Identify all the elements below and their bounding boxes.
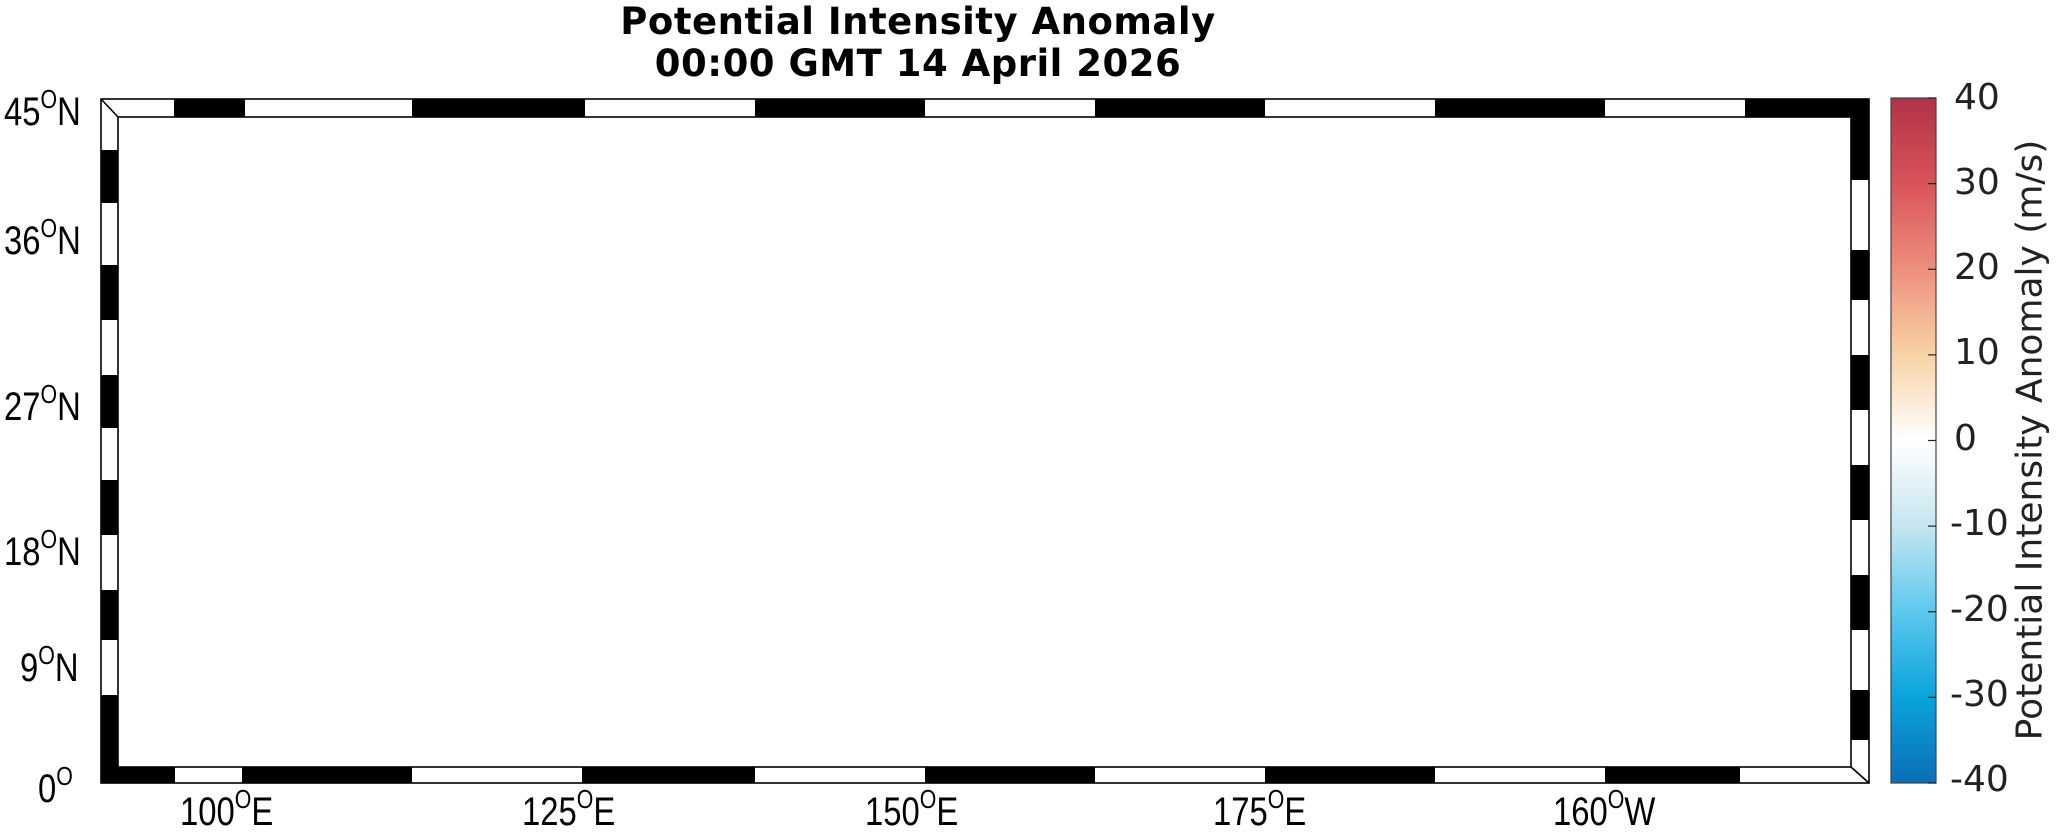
y-tick-label: 36ON <box>4 213 81 263</box>
frame-band <box>1605 767 1740 783</box>
x-tick-label: 100OE <box>180 784 274 834</box>
frame-band <box>101 695 118 767</box>
colorbar-tick-label: 30 <box>1954 162 2000 203</box>
frame-band <box>1745 99 1869 117</box>
y-tick-label: 27ON <box>4 379 81 429</box>
colorbar-label: Potential Intensity Anomaly (m/s) <box>2009 139 2051 741</box>
frame-band <box>101 480 118 535</box>
frame-bands <box>101 99 1869 783</box>
frame-band <box>925 767 1095 783</box>
frame-band <box>1851 250 1869 300</box>
frame-band <box>174 99 245 117</box>
frame-outline <box>100 98 1870 784</box>
frame-band <box>1851 465 1869 520</box>
x-tick-label: 150OE <box>865 784 959 834</box>
colorbar-tick-label: 40 <box>1954 77 2000 118</box>
frame-band <box>1851 355 1869 410</box>
colorbar-tick-label: -20 <box>1950 589 2009 630</box>
frame-band <box>101 375 118 428</box>
frame-band <box>1851 690 1869 740</box>
frame-band <box>1265 767 1435 783</box>
frame-band <box>101 767 175 783</box>
colorbar-tick-label: -40 <box>1950 759 2009 800</box>
colorbar-tick-label: -30 <box>1950 674 2009 715</box>
frame-band <box>1435 99 1605 117</box>
x-tick-label: 175OE <box>1213 784 1307 834</box>
colorbar-ticks <box>1928 97 1936 784</box>
frame-band <box>582 767 755 783</box>
chart-subtitle: 00:00 GMT 14 April 2026 <box>654 42 1182 85</box>
y-tick-label: 18ON <box>4 524 81 574</box>
x-tick-label: 160OW <box>1553 784 1656 834</box>
colorbar-tick-label: 20 <box>1954 247 2000 288</box>
frame-band <box>101 150 118 203</box>
colorbar-tick-label: -10 <box>1950 503 2009 544</box>
frame-band <box>1851 575 1869 630</box>
y-tick-label: 0O <box>38 761 73 811</box>
colorbar-tick-label: 0 <box>1954 418 1977 459</box>
y-tick-label: 45ON <box>4 84 81 134</box>
frame-band <box>755 99 925 117</box>
frame-band <box>1095 99 1265 117</box>
colorbar-tick-label: 10 <box>1954 332 2000 373</box>
frame-band <box>242 767 412 783</box>
x-tick-label: 125OE <box>522 784 616 834</box>
map-frame <box>101 99 1869 783</box>
frame-band <box>412 99 585 117</box>
frame-band <box>101 590 118 640</box>
y-tick-label: 9ON <box>20 640 79 690</box>
chart-title: Potential Intensity Anomaly <box>620 0 1216 43</box>
frame-band <box>1851 99 1869 180</box>
frame-band <box>101 265 118 320</box>
